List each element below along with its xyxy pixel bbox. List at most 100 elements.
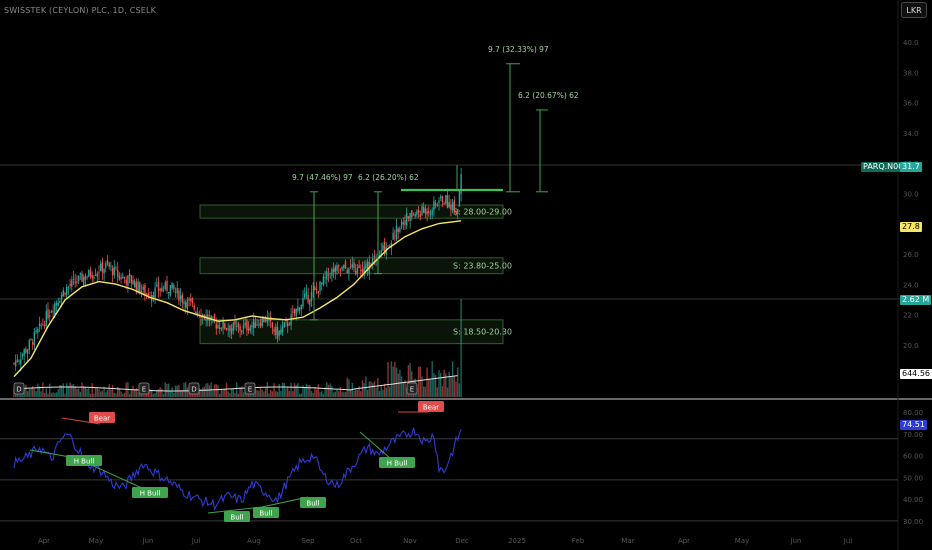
candle-body [115, 267, 117, 269]
volume-bar [232, 389, 234, 397]
volume-bar [100, 391, 102, 397]
candle-body [363, 266, 365, 276]
candle-body [161, 287, 163, 292]
volume-bar [185, 382, 187, 397]
volume-bar [312, 392, 314, 397]
candle-body [421, 206, 423, 215]
volume-bar [202, 387, 204, 397]
candle-body [261, 318, 263, 327]
candle-body [431, 210, 433, 215]
candle-body [174, 291, 177, 293]
candle-body [176, 288, 178, 294]
candle-body [154, 287, 156, 298]
volume-bar [288, 390, 291, 397]
candle-body [288, 324, 291, 326]
measure-tools[interactable]: 9.7 (47.46%) 97 6.2 (26.20%) 62 9.7 (32.33… [292, 45, 579, 321]
candle-body [426, 211, 428, 215]
volume-bar [363, 383, 365, 397]
price-tick: 22.0 [903, 312, 919, 320]
candle-body [49, 315, 51, 318]
candle-body [59, 301, 61, 303]
volume-bar [173, 392, 175, 397]
candle-body [26, 349, 29, 354]
volume-bar [278, 384, 280, 397]
volume-bar [355, 389, 357, 397]
volume-bar [433, 373, 435, 397]
candle-body [271, 322, 274, 328]
candle-body [290, 314, 292, 326]
volume-bar [460, 299, 462, 397]
volume-bar [268, 393, 270, 397]
candle-body [15, 361, 17, 367]
volume-bar [429, 379, 432, 397]
volume-bar [273, 383, 275, 397]
rsi-tick: 50.00 [903, 474, 923, 482]
candle-body [105, 263, 107, 268]
volume-bar [79, 391, 81, 397]
rsi-tick: 80.00 [903, 409, 923, 417]
currency-button[interactable]: LKR [901, 2, 927, 18]
time-label: Apr [678, 537, 690, 545]
volume-bar [241, 386, 243, 397]
volume-bar [380, 386, 382, 397]
volume-bar [404, 380, 406, 397]
volume-bar [314, 387, 316, 397]
volume-bar [33, 388, 36, 397]
candle-body [292, 311, 294, 313]
volume-bar [450, 376, 452, 397]
volume-bar [366, 389, 369, 397]
candle-body [348, 268, 350, 274]
rsi-tick: 30.00 [903, 518, 923, 526]
volume-bar [81, 382, 83, 397]
candle-body [314, 287, 316, 290]
candle-body [409, 213, 411, 221]
volume-bar [428, 378, 430, 397]
volume-bar [443, 369, 445, 397]
candle-body [361, 269, 364, 273]
candle-body [72, 278, 75, 280]
candle-body [93, 276, 95, 279]
candle-body [397, 228, 399, 232]
volume-bar [373, 381, 376, 397]
bear-label [89, 412, 115, 423]
volume-bar [196, 393, 199, 397]
candle-body [20, 359, 22, 364]
candle-body [254, 322, 257, 328]
candle-body [94, 275, 97, 277]
time-label: Aug [247, 537, 261, 545]
bear-label-text: Bear [423, 404, 439, 412]
time-label: May [89, 537, 103, 545]
volume-bar [436, 387, 438, 397]
volume-bar [370, 381, 372, 397]
volume-bar [45, 388, 47, 397]
candle-body [429, 213, 432, 215]
candle-body [424, 208, 427, 214]
candle-body [445, 195, 447, 204]
candle-body [86, 276, 88, 278]
volume-bar [130, 389, 132, 397]
candle-body [224, 323, 226, 329]
hbull-label [66, 455, 102, 466]
candle-body [132, 280, 134, 284]
volume-bar [83, 386, 85, 397]
volume-bar [123, 392, 126, 397]
volume-bar [315, 389, 318, 397]
volume-bar [281, 382, 284, 397]
volume-bar [407, 365, 410, 397]
candle-body [183, 301, 185, 304]
volume-bar [426, 367, 428, 397]
volume-bar [149, 389, 151, 397]
candle-body [319, 281, 321, 292]
time-label: 2025 [508, 537, 526, 545]
earnings-marker [406, 382, 418, 395]
volume-bar [394, 361, 396, 397]
candle-body [339, 269, 342, 271]
volume-bar [280, 390, 282, 397]
volume-bar [190, 393, 192, 397]
candle-body [113, 266, 115, 276]
volume-bar [215, 384, 217, 397]
candle-body [142, 286, 144, 290]
candle-body [366, 261, 369, 272]
volume-bar [434, 375, 437, 397]
